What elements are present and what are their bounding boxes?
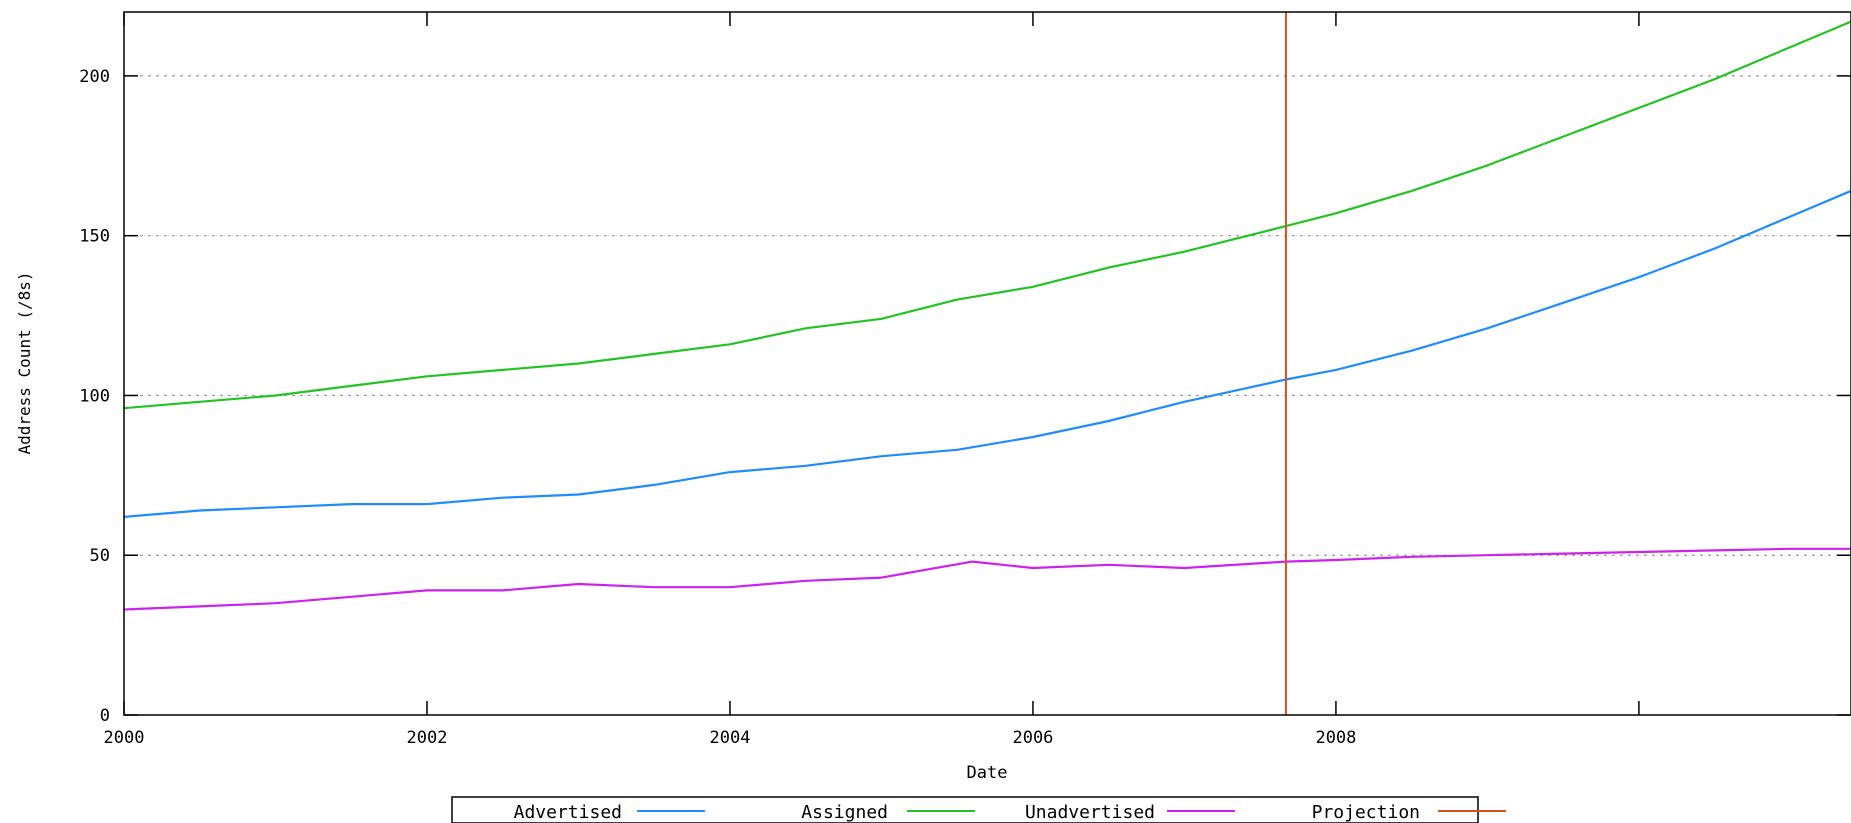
x-axis-label: Date	[967, 763, 1008, 783]
x-tick-label: 2006	[1012, 728, 1053, 748]
series-lines	[123, 20, 1851, 611]
legend-label: Unadvertised	[1025, 802, 1155, 823]
legend-item-assigned: Assigned	[801, 802, 975, 823]
x-tick-label: 2004	[709, 728, 750, 748]
y-tick-label: 150	[79, 227, 110, 247]
legend-label: Advertised	[514, 802, 622, 823]
y-tick-label: 100	[79, 386, 110, 406]
series-line-unadvertised	[123, 547, 1851, 611]
x-tick-label: 2000	[104, 728, 145, 748]
series-line-assigned	[123, 20, 1851, 410]
y-tick-label: 200	[79, 67, 110, 87]
x-tick-label: 2008	[1315, 728, 1356, 748]
legend-item-unadvertised: Unadvertised	[1025, 802, 1235, 823]
y-axis-label: Address Count (/8s)	[15, 271, 34, 454]
axis-ticks: 0 50 100 150 200 2000 2002 2004 2006 2008	[79, 12, 1851, 748]
series-line-advertised	[123, 189, 1851, 518]
y-tick-label: 0	[100, 706, 110, 726]
legend-label: Assigned	[801, 802, 888, 823]
legend-label: Projection	[1312, 802, 1420, 823]
y-tick-label: 50	[90, 546, 110, 566]
grid-lines	[124, 75, 1851, 556]
plot-frame	[123, 11, 1851, 716]
legend: Advertised Assigned Unadvertised Projection	[451, 796, 1506, 823]
legend-item-advertised: Advertised	[514, 802, 705, 823]
x-tick-label: 2002	[407, 728, 448, 748]
legend-item-projection: Projection	[1312, 802, 1506, 823]
